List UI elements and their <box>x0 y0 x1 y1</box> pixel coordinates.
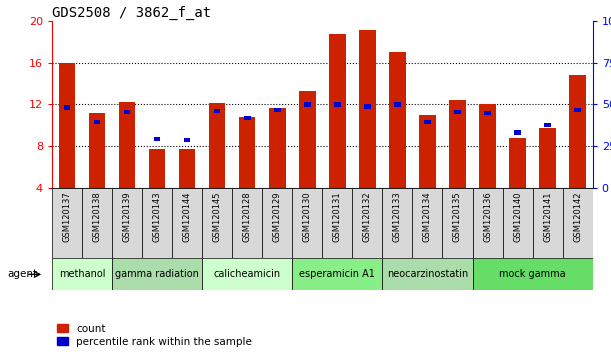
Text: gamma radiation: gamma radiation <box>115 269 199 279</box>
Bar <box>154 137 160 141</box>
Text: GSM120145: GSM120145 <box>213 191 222 242</box>
Bar <box>574 108 581 112</box>
Bar <box>262 188 292 258</box>
Bar <box>533 188 563 258</box>
Bar <box>479 104 496 188</box>
Text: GSM120131: GSM120131 <box>333 191 342 242</box>
Bar <box>359 30 376 188</box>
Text: GSM120137: GSM120137 <box>62 191 71 242</box>
Text: GSM120143: GSM120143 <box>153 191 161 242</box>
Text: GSM120129: GSM120129 <box>273 191 282 242</box>
Bar <box>412 188 442 258</box>
Bar <box>353 188 382 258</box>
Bar <box>93 120 100 124</box>
Text: mock gamma: mock gamma <box>499 269 566 279</box>
Bar <box>119 102 135 188</box>
Bar <box>52 188 82 258</box>
Bar <box>52 258 112 290</box>
Bar <box>172 188 202 258</box>
Bar <box>419 115 436 188</box>
Bar <box>209 103 225 188</box>
Text: GSM120135: GSM120135 <box>453 191 462 242</box>
Text: GSM120128: GSM120128 <box>243 191 252 242</box>
Text: GSM120130: GSM120130 <box>303 191 312 242</box>
Bar <box>454 110 461 114</box>
Bar <box>472 258 593 290</box>
Bar <box>472 188 502 258</box>
Text: methanol: methanol <box>59 269 105 279</box>
Bar <box>184 138 191 142</box>
Text: agent: agent <box>8 269 38 279</box>
Bar <box>544 123 551 127</box>
Bar <box>202 258 292 290</box>
Bar <box>112 188 142 258</box>
Bar <box>323 188 353 258</box>
Bar <box>179 149 196 188</box>
Bar <box>232 188 262 258</box>
Bar <box>89 113 105 188</box>
Bar <box>382 188 412 258</box>
Bar <box>382 258 472 290</box>
Bar <box>563 188 593 258</box>
Bar <box>149 149 166 188</box>
Text: GSM120138: GSM120138 <box>92 191 101 242</box>
Bar <box>299 91 315 188</box>
Bar <box>449 100 466 188</box>
Bar <box>239 117 255 188</box>
Bar <box>274 108 280 112</box>
Text: GSM120136: GSM120136 <box>483 191 492 242</box>
Bar <box>292 258 382 290</box>
Text: GDS2508 / 3862_f_at: GDS2508 / 3862_f_at <box>52 6 211 20</box>
Bar <box>334 102 340 107</box>
Text: neocarzinostatin: neocarzinostatin <box>387 269 468 279</box>
Bar <box>112 258 202 290</box>
Bar <box>502 188 533 258</box>
Bar <box>514 130 521 135</box>
Legend: count, percentile rank within the sample: count, percentile rank within the sample <box>57 324 252 347</box>
Bar <box>202 188 232 258</box>
Bar <box>244 116 251 120</box>
Bar <box>329 34 346 188</box>
Bar <box>364 104 371 109</box>
Bar <box>269 108 285 188</box>
Text: GSM120134: GSM120134 <box>423 191 432 242</box>
Bar <box>304 102 310 107</box>
Bar <box>540 129 556 188</box>
Text: calicheamicin: calicheamicin <box>214 269 281 279</box>
Bar <box>569 75 586 188</box>
Bar <box>394 102 401 107</box>
Bar <box>64 105 70 110</box>
Bar <box>82 188 112 258</box>
Text: GSM120142: GSM120142 <box>573 191 582 242</box>
Bar <box>59 63 75 188</box>
Text: GSM120144: GSM120144 <box>183 191 192 242</box>
Bar <box>485 111 491 115</box>
Text: esperamicin A1: esperamicin A1 <box>299 269 375 279</box>
Bar <box>214 109 221 113</box>
Text: GSM120140: GSM120140 <box>513 191 522 242</box>
Bar <box>424 120 431 124</box>
Bar <box>389 52 406 188</box>
Bar <box>510 138 526 188</box>
Text: GSM120132: GSM120132 <box>363 191 372 242</box>
Bar <box>442 188 472 258</box>
Text: GSM120139: GSM120139 <box>123 191 131 242</box>
Bar <box>142 188 172 258</box>
Text: GSM120141: GSM120141 <box>543 191 552 242</box>
Bar <box>124 110 130 114</box>
Bar <box>292 188 322 258</box>
Text: GSM120133: GSM120133 <box>393 191 402 242</box>
